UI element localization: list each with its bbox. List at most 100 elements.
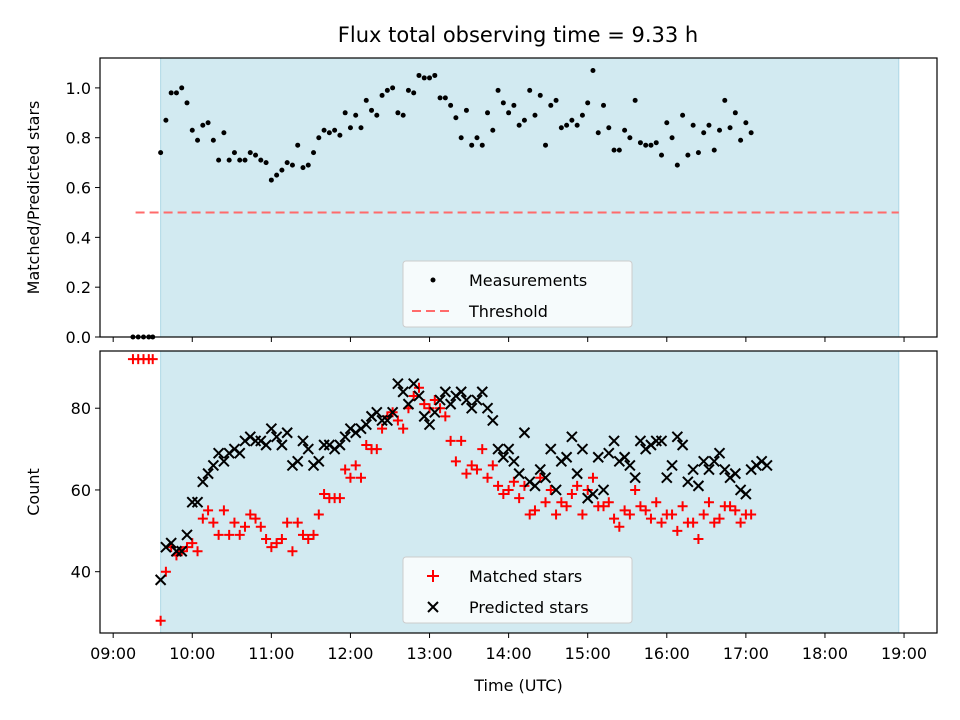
- measurement-point: [569, 117, 575, 123]
- matched-star-point: [456, 435, 467, 446]
- matched-star-point: [535, 472, 546, 483]
- legend-matched-swatch: [427, 570, 439, 582]
- matched-star-point: [551, 509, 562, 520]
- matched-star-point: [466, 460, 477, 471]
- matched-star-point: [656, 517, 667, 528]
- predicted-star-point: [661, 471, 673, 484]
- measurement-point: [537, 92, 543, 98]
- predicted-star-point: [202, 467, 214, 480]
- matched-star-point: [498, 489, 509, 500]
- measurement-point: [490, 127, 496, 133]
- measurement-point: [411, 90, 417, 96]
- measurement-point: [701, 130, 707, 136]
- predicted-star-point: [634, 435, 647, 447]
- measurement-point: [474, 135, 480, 141]
- matched-star-point: [208, 517, 219, 528]
- measurement-point: [400, 112, 406, 118]
- matched-star-point: [292, 517, 303, 528]
- y-tick-label: 0.6: [66, 179, 91, 198]
- predicted-star-point: [687, 463, 699, 476]
- predicted-star-point: [592, 451, 604, 463]
- measurement-point: [553, 97, 559, 103]
- matched-star-point: [714, 513, 725, 524]
- predicted-star-point: [697, 455, 710, 468]
- measurement-point: [300, 165, 306, 171]
- matched-star-point: [308, 529, 319, 540]
- matched-star-point: [419, 399, 430, 410]
- predicted-star-point: [165, 537, 177, 549]
- predicted-star-point: [703, 463, 715, 476]
- matched-star-point: [192, 546, 203, 557]
- measurement-point: [463, 107, 469, 113]
- measurement-point: [590, 67, 596, 73]
- matched-star-point: [313, 509, 324, 520]
- matched-star-point: [529, 505, 540, 516]
- matched-star-point: [203, 505, 214, 516]
- measurement-point: [184, 100, 190, 106]
- measurement-point: [616, 147, 622, 153]
- y-tick-label: 1.0: [66, 79, 91, 98]
- predicted-star-point: [434, 394, 446, 406]
- predicted-star-point: [624, 459, 636, 472]
- measurement-point: [284, 160, 290, 166]
- measurement-point: [158, 150, 164, 156]
- measurement-point: [263, 160, 269, 166]
- measurement-point: [743, 120, 749, 126]
- predicted-star-point: [682, 476, 694, 488]
- predicted-star-point: [218, 455, 230, 468]
- matched-star-point: [514, 493, 525, 504]
- measurement-point: [627, 135, 633, 141]
- x-tick-label: 17:00: [723, 644, 769, 663]
- measurement-point: [363, 97, 369, 103]
- measurement-point: [226, 157, 232, 163]
- matched-star-point: [450, 456, 461, 467]
- axes-frame: [99, 350, 938, 634]
- y-axis-label: Matched/Predicted stars: [24, 101, 43, 295]
- matched-star-point: [197, 513, 208, 524]
- measurement-point: [311, 150, 317, 156]
- predicted-star-point: [397, 386, 409, 398]
- matched-star-point: [160, 566, 171, 577]
- measurement-point: [395, 110, 401, 116]
- matched-star-point: [577, 509, 588, 520]
- measurement-point: [748, 130, 754, 136]
- predicted-star-point: [587, 488, 599, 500]
- matched-star-point: [371, 444, 382, 455]
- x-tick-label: 15:00: [565, 644, 611, 663]
- predicted-star-point: [629, 471, 641, 484]
- predicted-star-point: [492, 443, 504, 455]
- matched-star-point: [651, 497, 662, 508]
- measurement-point: [543, 142, 549, 148]
- predicted-star-point: [313, 455, 325, 468]
- measurement-point: [379, 92, 385, 98]
- measurement-point: [179, 85, 185, 91]
- measurement-point: [216, 157, 222, 163]
- matched-star-point: [725, 501, 736, 512]
- measurement-point: [353, 112, 359, 118]
- x-tick-label: 12:00: [327, 644, 373, 663]
- measurement-point: [437, 95, 443, 101]
- measurement-point: [516, 122, 522, 128]
- matched-star-point: [635, 501, 646, 512]
- measurement-point: [390, 85, 396, 91]
- predicted-star-point: [676, 439, 689, 451]
- legend-box: [402, 260, 633, 328]
- measurement-point: [416, 72, 422, 78]
- x-tick-label: 14:00: [486, 644, 532, 663]
- matched-star-point: [250, 513, 261, 524]
- measurement-point: [469, 142, 475, 148]
- matched-star-point: [471, 464, 482, 475]
- y-tick-label: 0.0: [66, 328, 91, 347]
- measurement-point: [453, 115, 459, 121]
- measurement-point: [606, 125, 612, 131]
- measurement-point: [674, 162, 680, 168]
- predicted-star-point: [281, 427, 293, 439]
- measurement-point: [268, 177, 274, 183]
- predicted-star-point: [729, 467, 742, 480]
- measurement-point: [564, 122, 570, 128]
- predicted-star-point: [497, 451, 510, 463]
- matched-star-point: [487, 460, 498, 471]
- matched-star-point: [334, 493, 345, 504]
- measurement-point: [448, 102, 454, 108]
- matched-star-point: [688, 517, 699, 528]
